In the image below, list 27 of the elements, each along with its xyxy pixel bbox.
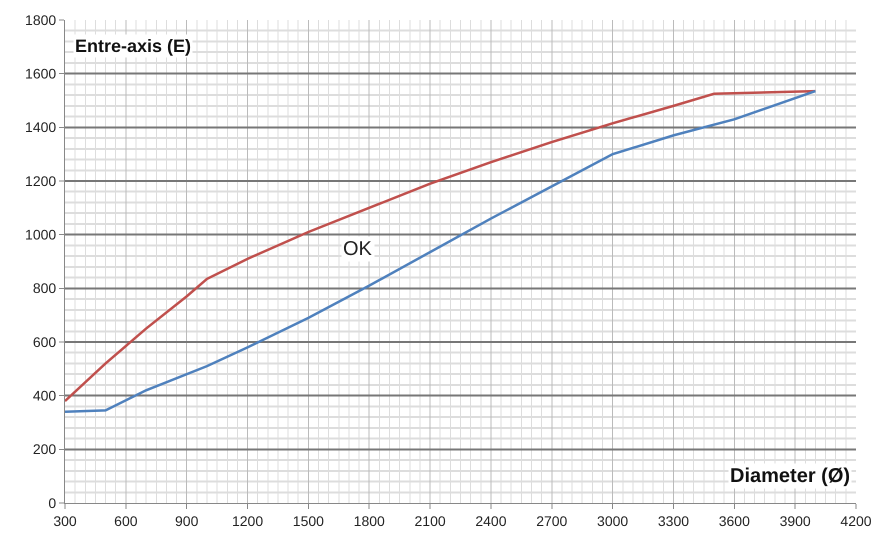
x-tick-label: 3600 (718, 512, 750, 529)
annotation: OK (343, 238, 373, 260)
y-tick-label: 1600 (25, 66, 56, 82)
x-tick-label: 600 (114, 512, 138, 529)
x-axis-title: Diameter (Ø) (730, 465, 850, 487)
y-tick-label: 1200 (25, 172, 56, 189)
x-tick-label: 1200 (232, 512, 264, 529)
y-tick-label: 200 (32, 441, 56, 458)
y-tick-label: 1400 (25, 119, 56, 136)
x-tick-label: 3300 (658, 512, 690, 529)
y-tick-label: 400 (32, 388, 56, 404)
x-tick-label: 1500 (292, 512, 324, 529)
x-tick-label: 2700 (536, 512, 568, 529)
x-tick-label: 2100 (414, 512, 446, 529)
y-tick-label: 0 (48, 494, 56, 511)
x-tick-label: 300 (53, 512, 77, 529)
y-tick-label: 800 (32, 280, 56, 296)
x-tick-label: 900 (175, 512, 199, 529)
x-tick-label: 4200 (840, 512, 872, 529)
x-tick-label: 3000 (597, 512, 628, 529)
y-tick-label: 1000 (25, 226, 56, 243)
x-tick-label: 1800 (354, 512, 386, 529)
y-axis-title: Entre-axis (E) (75, 36, 192, 56)
x-tick-label: 2400 (475, 512, 507, 529)
y-tick-label: 1800 (25, 12, 56, 28)
y-tick-label: 600 (32, 334, 56, 350)
x-tick-label: 3900 (780, 512, 811, 529)
